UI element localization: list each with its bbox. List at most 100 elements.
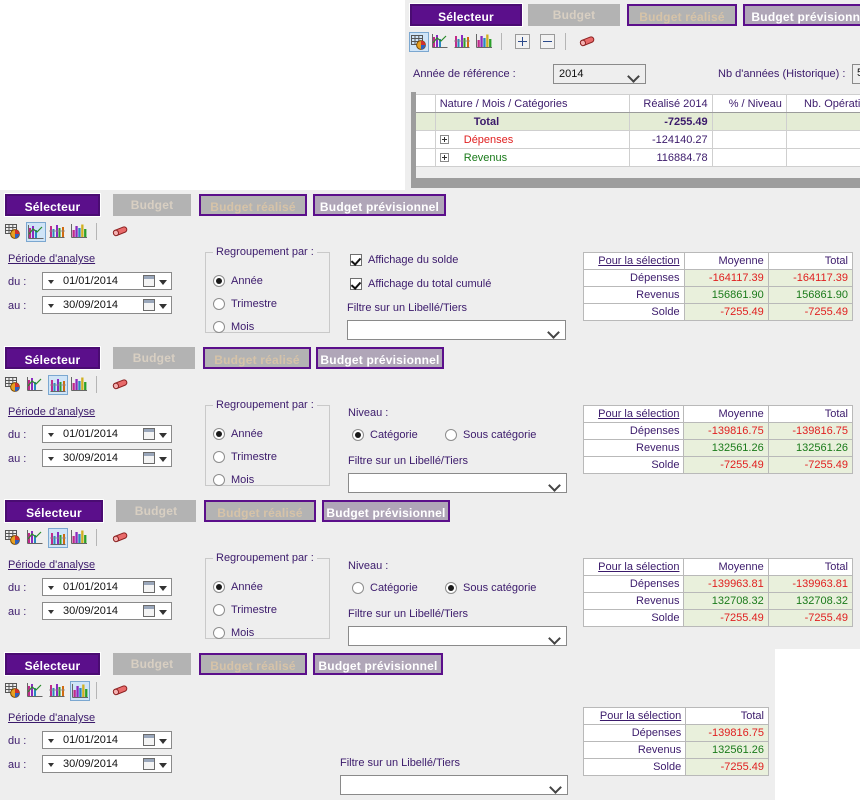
tab-budget-previsionnel[interactable]: Budget prévisionnel (313, 194, 446, 216)
chevron-down-icon[interactable] (159, 586, 167, 591)
tab-budget-realise[interactable]: Budget réalisé (199, 194, 307, 216)
nature-grid[interactable]: Nature / Mois / Catégories Réalisé 2014 … (411, 94, 860, 167)
tab-budget[interactable]: Budget (528, 4, 620, 26)
radio-annee[interactable] (213, 275, 225, 287)
radio-categorie[interactable] (352, 582, 364, 594)
date-au-field[interactable]: 30/09/2014 (42, 602, 172, 620)
reference-year-select[interactable]: 2014 (553, 64, 646, 84)
expand-node-icon[interactable] (439, 135, 449, 145)
tab-budget-previsionnel[interactable]: Budget prévisionnel (313, 653, 443, 675)
grouped-bar-chart-icon[interactable] (48, 528, 68, 548)
tab-budget-previsionnel[interactable]: Budget prévisionnel (743, 4, 860, 26)
date-du-field[interactable]: 01/01/2014 (42, 272, 172, 290)
table-pie-icon[interactable] (4, 375, 24, 395)
date-au-field[interactable]: 30/09/2014 (42, 755, 172, 773)
grouped-bar-chart-icon[interactable] (48, 375, 68, 395)
expand-all-button[interactable] (515, 34, 530, 49)
radio-mois[interactable] (213, 321, 225, 333)
grid-header-ops[interactable]: Nb. Opérations (785, 94, 860, 113)
table-pie-icon[interactable] (4, 681, 24, 701)
radio-mois[interactable] (213, 474, 225, 486)
table-pie-icon[interactable] (4, 528, 24, 548)
tab-budget-previsionnel[interactable]: Budget prévisionnel (316, 347, 444, 369)
date-du-field[interactable]: 01/01/2014 (42, 578, 172, 596)
bar-line-chart-icon[interactable] (26, 375, 46, 395)
column-chart-icon[interactable] (70, 375, 90, 395)
grouped-bar-chart-icon[interactable] (48, 222, 68, 242)
column-chart-icon[interactable] (70, 528, 90, 548)
eraser-icon[interactable] (110, 222, 130, 242)
chevron-down-icon[interactable] (159, 457, 167, 462)
grid-header-realise[interactable]: Réalisé 2014 (628, 94, 713, 113)
date-du-field[interactable]: 01/01/2014 (42, 425, 172, 443)
calendar-icon[interactable] (143, 428, 155, 440)
tab-budget-realise[interactable]: Budget réalisé (203, 347, 311, 369)
bar-line-chart-icon[interactable] (26, 681, 46, 701)
summary-header-selection[interactable]: Pour la sélection (582, 558, 685, 576)
bar-line-chart-icon[interactable] (431, 32, 451, 52)
date-du-spinner[interactable] (43, 273, 59, 289)
tab-budget[interactable]: Budget (116, 500, 196, 522)
tab-selecteur[interactable]: Sélecteur (4, 193, 101, 217)
tab-selecteur[interactable]: Sélecteur (4, 652, 101, 676)
grid-scrollbar[interactable] (411, 92, 416, 180)
table-row[interactable]: Revenus 116884.78 92 (411, 148, 860, 167)
tab-selecteur[interactable]: Sélecteur (409, 3, 523, 27)
date-du-spinner[interactable] (43, 426, 59, 442)
date-du-spinner[interactable] (43, 732, 59, 748)
date-au-field[interactable]: 30/09/2014 (42, 296, 172, 314)
chevron-down-icon[interactable] (159, 433, 167, 438)
grouped-bar-chart-icon[interactable] (48, 681, 68, 701)
calendar-icon[interactable] (143, 758, 155, 770)
date-du-field[interactable]: 01/01/2014 (42, 731, 172, 749)
date-au-spinner[interactable] (43, 603, 59, 619)
date-au-spinner[interactable] (43, 450, 59, 466)
tab-budget[interactable]: Budget (113, 347, 195, 369)
date-au-spinner[interactable] (43, 297, 59, 313)
expand-node-icon[interactable] (439, 153, 449, 163)
bar-line-chart-icon[interactable] (26, 222, 46, 242)
radio-trimestre[interactable] (213, 451, 225, 463)
eraser-icon[interactable] (110, 375, 130, 395)
table-pie-icon[interactable] (4, 222, 24, 242)
tab-budget-previsionnel[interactable]: Budget prévisionnel (322, 500, 450, 522)
chevron-down-icon[interactable] (159, 304, 167, 309)
grouped-bar-chart-icon[interactable] (453, 32, 473, 52)
tab-budget-realise[interactable]: Budget réalisé (204, 500, 316, 522)
filter-combo[interactable] (347, 320, 566, 340)
summary-header-selection[interactable]: Pour la sélection (582, 707, 687, 725)
bar-line-chart-icon[interactable] (26, 528, 46, 548)
collapse-all-button[interactable] (540, 34, 555, 49)
tab-budget[interactable]: Budget (113, 194, 191, 216)
summary-header-selection[interactable]: Pour la sélection (583, 252, 685, 270)
column-chart-icon[interactable] (475, 32, 495, 52)
radio-trimestre[interactable] (213, 604, 225, 616)
chevron-down-icon[interactable] (159, 610, 167, 615)
column-chart-icon[interactable] (70, 222, 90, 242)
date-du-spinner[interactable] (43, 579, 59, 595)
column-chart-icon[interactable] (70, 681, 90, 701)
eraser-icon[interactable] (110, 681, 130, 701)
radio-sous-categorie[interactable] (445, 582, 457, 594)
calendar-icon[interactable] (143, 605, 155, 617)
filter-combo[interactable] (340, 775, 568, 795)
eraser-icon[interactable] (110, 528, 130, 548)
tab-selecteur[interactable]: Sélecteur (4, 346, 101, 370)
table-row[interactable]: Total -7255.49 598 (411, 112, 860, 131)
date-au-spinner[interactable] (43, 756, 59, 772)
calendar-icon[interactable] (143, 452, 155, 464)
calendar-icon[interactable] (143, 734, 155, 746)
table-row[interactable]: Dépenses -124140.27 506 (411, 130, 860, 149)
radio-sous-categorie[interactable] (445, 429, 457, 441)
calendar-icon[interactable] (143, 581, 155, 593)
tab-budget-realise[interactable]: Budget réalisé (199, 653, 307, 675)
chevron-down-icon[interactable] (159, 763, 167, 768)
grid-header-pct[interactable]: % / Niveau (711, 94, 787, 113)
filter-combo[interactable] (348, 473, 567, 493)
chevron-down-icon[interactable] (159, 739, 167, 744)
history-years-input[interactable]: 5 (852, 64, 860, 84)
summary-header-selection[interactable]: Pour la sélection (582, 405, 685, 423)
tab-budget[interactable]: Budget (113, 653, 191, 675)
checkbox-affichage-solde[interactable] (350, 254, 362, 266)
filter-combo[interactable] (348, 626, 567, 646)
